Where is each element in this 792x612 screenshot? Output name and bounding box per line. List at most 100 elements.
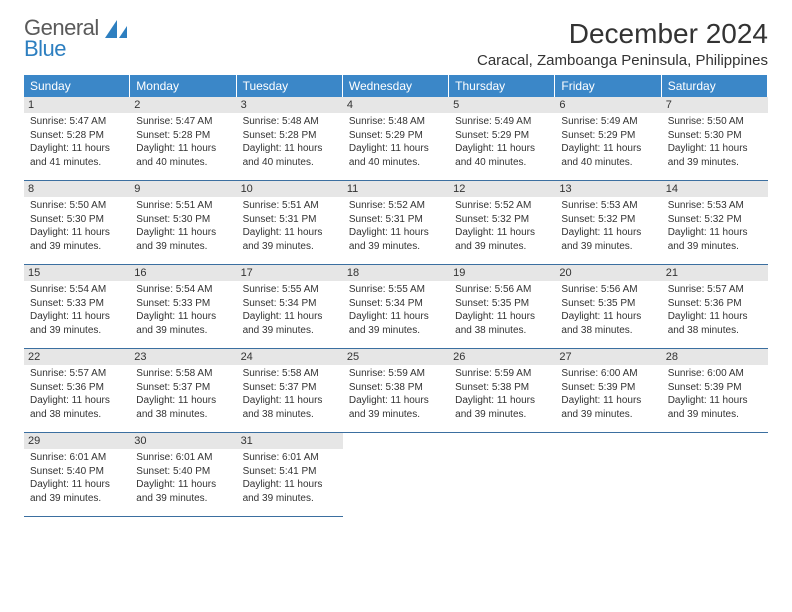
day-number: 6	[555, 97, 661, 113]
weekday-header: Thursday	[449, 75, 555, 97]
calendar-cell: 17 Sunrise: 5:55 AMSunset: 5:34 PMDayligh…	[237, 265, 343, 349]
calendar-cell: 14Sunrise: 5:53 AMSunset: 5:32 PMDayligh…	[662, 181, 768, 265]
day-d1: Daylight: 11 hours	[136, 226, 230, 240]
day-d1: Daylight: 11 hours	[561, 394, 655, 408]
day-sunrise: Sunrise: 5:56 AM	[455, 283, 549, 297]
day-d1: Daylight: 11 hours	[561, 142, 655, 156]
day-d2: and 38 minutes.	[455, 324, 549, 338]
day-d2: and 38 minutes.	[136, 408, 230, 422]
day-sunrise: Sunrise: 5:59 AM	[349, 367, 443, 381]
calendar-cell-blank	[343, 433, 449, 517]
calendar-cell: 27Sunrise: 6:00 AMSunset: 5:39 PMDayligh…	[555, 349, 661, 433]
day-d1: Daylight: 11 hours	[136, 310, 230, 324]
day-sunset: Sunset: 5:38 PM	[349, 381, 443, 395]
day-d2: and 39 minutes.	[136, 240, 230, 254]
day-sunset: Sunset: 5:34 PM	[349, 297, 443, 311]
calendar-cell: 1Sunrise: 5:47 AMSunset: 5:28 PMDaylight…	[24, 97, 130, 181]
day-d1: Daylight: 11 hours	[561, 310, 655, 324]
day-d2: and 39 minutes.	[561, 408, 655, 422]
day-sunrise: Sunrise: 5:55 AM	[243, 283, 337, 297]
calendar-cell-blank	[555, 433, 661, 517]
day-sunset: Sunset: 5:35 PM	[561, 297, 655, 311]
day-d1: Daylight: 11 hours	[349, 310, 443, 324]
day-d2: and 39 minutes.	[455, 240, 549, 254]
calendar-grid: SundayMondayTuesdayWednesdayThursdayFrid…	[24, 75, 768, 517]
day-number: 12	[449, 181, 555, 197]
day-sunrise: Sunrise: 5:57 AM	[668, 283, 762, 297]
day-d1: Daylight: 11 hours	[243, 478, 337, 492]
day-number: 15	[24, 265, 130, 281]
day-sunrise: Sunrise: 5:49 AM	[455, 115, 549, 129]
day-d1: Daylight: 11 hours	[349, 394, 443, 408]
calendar-cell: 22Sunrise: 5:57 AMSunset: 5:36 PMDayligh…	[24, 349, 130, 433]
day-d1: Daylight: 11 hours	[30, 142, 124, 156]
day-sunset: Sunset: 5:31 PM	[349, 213, 443, 227]
title-block: December 2024 Caracal, Zamboanga Peninsu…	[477, 18, 768, 69]
calendar-cell-blank	[662, 433, 768, 517]
calendar-cell: 31Sunrise: 6:01 AMSunset: 5:41 PMDayligh…	[237, 433, 343, 517]
day-sunset: Sunset: 5:34 PM	[243, 297, 337, 311]
day-sunrise: Sunrise: 5:53 AM	[668, 199, 762, 213]
day-number: 14	[662, 181, 768, 197]
calendar-cell: 18Sunrise: 5:55 AMSunset: 5:34 PMDayligh…	[343, 265, 449, 349]
day-sunrise: Sunrise: 5:54 AM	[30, 283, 124, 297]
day-number: 20	[555, 265, 661, 281]
day-d1: Daylight: 11 hours	[349, 142, 443, 156]
day-sunrise: Sunrise: 5:58 AM	[243, 367, 337, 381]
day-sunrise: Sunrise: 6:01 AM	[136, 451, 230, 465]
location-text: Caracal, Zamboanga Peninsula, Philippine…	[477, 52, 768, 69]
day-d2: and 39 minutes.	[668, 156, 762, 170]
day-d1: Daylight: 11 hours	[136, 142, 230, 156]
day-d2: and 40 minutes.	[455, 156, 549, 170]
day-d1: Daylight: 11 hours	[561, 226, 655, 240]
day-d1: Daylight: 11 hours	[455, 226, 549, 240]
calendar-cell-blank	[449, 433, 555, 517]
day-d1: Daylight: 11 hours	[243, 310, 337, 324]
day-sunrise: Sunrise: 5:48 AM	[243, 115, 337, 129]
calendar-cell: 15Sunrise: 5:54 AMSunset: 5:33 PMDayligh…	[24, 265, 130, 349]
day-d2: and 39 minutes.	[668, 240, 762, 254]
calendar-cell: 5Sunrise: 5:49 AMSunset: 5:29 PMDaylight…	[449, 97, 555, 181]
day-sunset: Sunset: 5:36 PM	[668, 297, 762, 311]
day-d2: and 40 minutes.	[243, 156, 337, 170]
day-sunset: Sunset: 5:40 PM	[136, 465, 230, 479]
day-d2: and 39 minutes.	[136, 324, 230, 338]
day-sunrise: Sunrise: 5:57 AM	[30, 367, 124, 381]
day-sunset: Sunset: 5:37 PM	[136, 381, 230, 395]
day-d2: and 40 minutes.	[136, 156, 230, 170]
day-d1: Daylight: 11 hours	[30, 226, 124, 240]
calendar-cell: 6 Sunrise: 5:49 AMSunset: 5:29 PMDaylight…	[555, 97, 661, 181]
day-sunrise: Sunrise: 5:59 AM	[455, 367, 549, 381]
day-sunset: Sunset: 5:29 PM	[561, 129, 655, 143]
calendar-cell: 7Sunrise: 5:50 AMSunset: 5:30 PMDaylight…	[662, 97, 768, 181]
day-d2: and 40 minutes.	[561, 156, 655, 170]
day-sunset: Sunset: 5:32 PM	[668, 213, 762, 227]
day-sunrise: Sunrise: 5:51 AM	[243, 199, 337, 213]
calendar-cell: 20Sunrise: 5:56 AMSunset: 5:35 PMDayligh…	[555, 265, 661, 349]
day-sunset: Sunset: 5:41 PM	[243, 465, 337, 479]
weekday-header: Tuesday	[237, 75, 343, 97]
calendar-cell: 8Sunrise: 5:50 AMSunset: 5:30 PMDaylight…	[24, 181, 130, 265]
day-sunrise: Sunrise: 5:49 AM	[561, 115, 655, 129]
day-d1: Daylight: 11 hours	[243, 226, 337, 240]
day-number: 23	[130, 349, 236, 365]
day-sunrise: Sunrise: 5:52 AM	[455, 199, 549, 213]
day-number: 10	[237, 181, 343, 197]
calendar-cell: 24Sunrise: 5:58 AMSunset: 5:37 PMDayligh…	[237, 349, 343, 433]
calendar-cell: 11Sunrise: 5:52 AMSunset: 5:31 PMDayligh…	[343, 181, 449, 265]
day-number: 17	[237, 265, 343, 281]
day-d2: and 39 minutes.	[349, 324, 443, 338]
day-number: 28	[662, 349, 768, 365]
header: General Blue December 2024 Caracal, Zamb…	[24, 18, 768, 69]
day-d1: Daylight: 11 hours	[243, 394, 337, 408]
day-number: 2	[130, 97, 236, 113]
day-sunrise: Sunrise: 5:58 AM	[136, 367, 230, 381]
day-d2: and 41 minutes.	[30, 156, 124, 170]
day-d2: and 39 minutes.	[561, 240, 655, 254]
day-sunset: Sunset: 5:39 PM	[668, 381, 762, 395]
day-sunrise: Sunrise: 5:55 AM	[349, 283, 443, 297]
day-d1: Daylight: 11 hours	[455, 142, 549, 156]
day-sunrise: Sunrise: 5:51 AM	[136, 199, 230, 213]
calendar-cell: 2Sunrise: 5:47 AMSunset: 5:28 PMDaylight…	[130, 97, 236, 181]
day-sunrise: Sunrise: 6:01 AM	[243, 451, 337, 465]
